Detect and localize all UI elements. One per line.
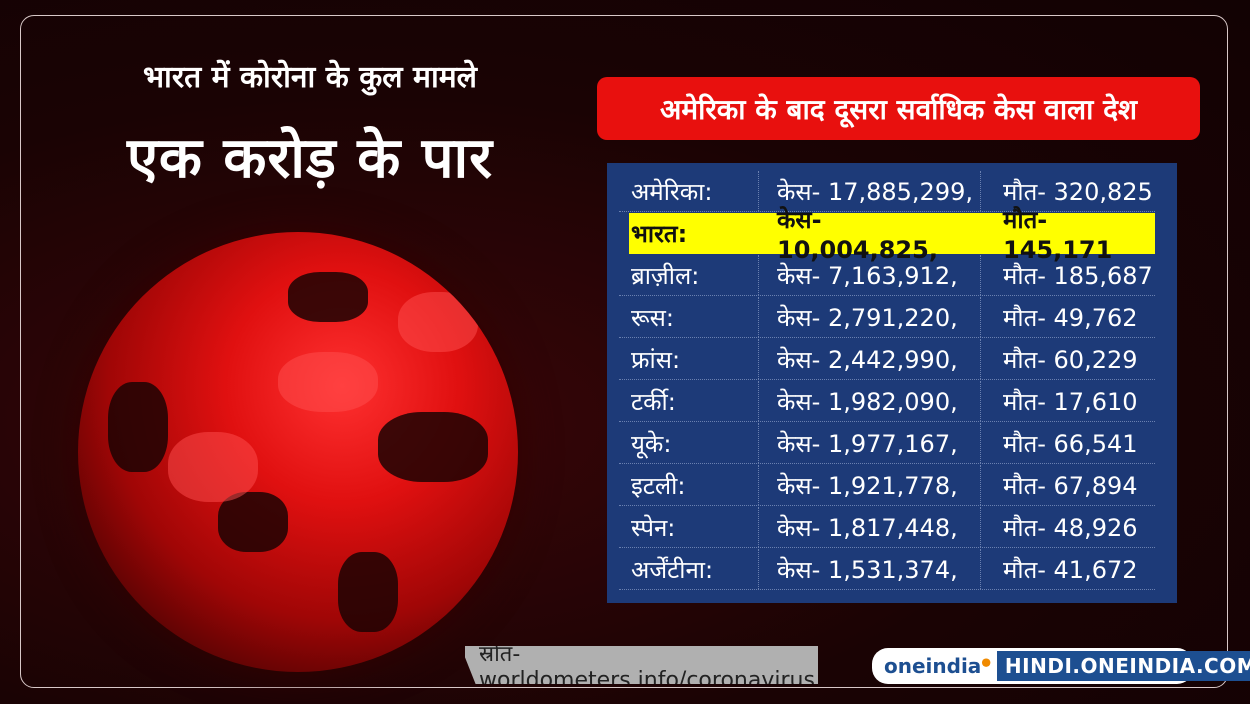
frame-border — [20, 15, 1228, 688]
deaths-value: मौत- 41,672 — [1003, 555, 1138, 584]
cases-value: केस- 2,442,990, — [759, 339, 981, 379]
subtitle-banner: अमेरिका के बाद दूसरा सर्वाधिक केस वाला द… — [597, 77, 1200, 140]
table-row: अमेरिका: केस- 17,885,299, मौत- 320,825 — [619, 171, 1155, 212]
country-name: रूस: — [619, 297, 759, 337]
table-row: अर्जेंटीना: केस- 1,531,374, मौत- 41,672 — [619, 549, 1155, 590]
cases-value: केस- 1,817,448, — [759, 507, 981, 547]
globe-image — [78, 232, 518, 672]
deaths-value: मौत- 320,825 — [1003, 177, 1153, 206]
headline-line2: एक करोड़ के पार — [126, 126, 494, 191]
table-row: यूके: केस- 1,977,167, मौत- 66,541 — [619, 423, 1155, 464]
deaths-value: मौत- 185,687 — [1003, 261, 1153, 290]
brand-name: oneindia● — [884, 654, 991, 678]
country-name: अमेरिका: — [619, 171, 759, 211]
country-name: यूके: — [619, 423, 759, 463]
deaths-value: मौत- 17,610 — [1003, 387, 1138, 416]
deaths-value: मौत- 66,541 — [1003, 429, 1138, 458]
cases-value: केस- 1,531,374, — [759, 549, 981, 589]
country-name: स्पेन: — [619, 507, 759, 547]
cases-value: केस- 1,977,167, — [759, 423, 981, 463]
headline-line1: भारत में कोरोना के कुल मामले — [142, 60, 478, 95]
deaths-value: मौत- 67,894 — [1003, 471, 1138, 500]
deaths-value: मौत- 49,762 — [1003, 303, 1138, 332]
source-label: स्रोत- worldometers.info/coronavirus — [465, 646, 818, 684]
table-row: ब्राज़ील: केस- 7,163,912, मौत- 185,687 — [619, 255, 1155, 296]
cases-value: केस- 1,921,778, — [759, 465, 981, 505]
cases-value: केस- 2,791,220, — [759, 297, 981, 337]
country-name: फ्रांस: — [619, 339, 759, 379]
table-row: इटली: केस- 1,921,778, मौत- 67,894 — [619, 465, 1155, 506]
country-name: टर्की: — [619, 381, 759, 421]
deaths-value: मौत- 48,926 — [1003, 513, 1138, 542]
country-stats-table: अमेरिका: केस- 17,885,299, मौत- 320,825 भारत… — [607, 163, 1177, 603]
table-row: स्पेन: केस- 1,817,448, मौत- 48,926 — [619, 507, 1155, 548]
table-row: रूस: केस- 2,791,220, मौत- 49,762 — [619, 297, 1155, 338]
country-name: इटली: — [619, 465, 759, 505]
cases-value: केस- 7,163,912, — [759, 255, 981, 295]
cases-value: केस- 17,885,299, — [759, 171, 981, 211]
deaths-value: मौत- 145,171 — [1003, 206, 1113, 264]
cases-value: केस- 10,004,825, — [777, 206, 938, 264]
table-row: टर्की: केस- 1,982,090, मौत- 17,610 — [619, 381, 1155, 422]
table-row: भारत: केस- 10,004,825, मौत- 145,171 — [629, 206, 1155, 264]
table-row: फ्रांस: केस- 2,442,990, मौत- 60,229 — [619, 339, 1155, 380]
country-name: ब्राज़ील: — [619, 255, 759, 295]
cases-value: केस- 1,982,090, — [759, 381, 981, 421]
country-name: अर्जेंटीना: — [619, 549, 759, 589]
country-name: भारत: — [631, 220, 688, 248]
site-url: HINDI.ONEINDIA.COM — [996, 651, 1250, 681]
oneindia-logo: oneindia● HINDI.ONEINDIA.COM — [872, 648, 1250, 684]
deaths-value: मौत- 60,229 — [1003, 345, 1138, 374]
